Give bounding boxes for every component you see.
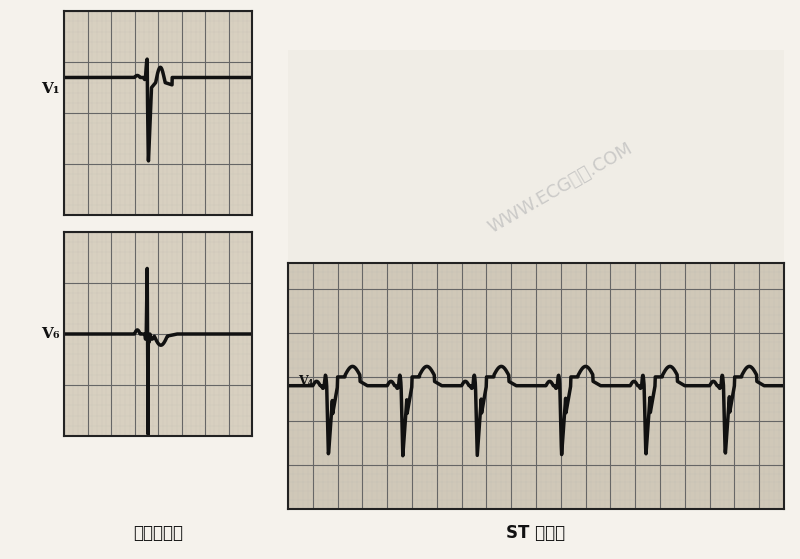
Text: 对应性改变: 对应性改变 xyxy=(133,524,183,542)
Text: V₆: V₆ xyxy=(42,327,60,341)
Text: WWW.ECG心图.COM: WWW.ECG心图.COM xyxy=(486,140,636,237)
Text: V₁: V₁ xyxy=(42,82,60,96)
Text: V₄: V₄ xyxy=(298,375,313,388)
Text: ST 段抬高: ST 段抬高 xyxy=(506,524,566,542)
